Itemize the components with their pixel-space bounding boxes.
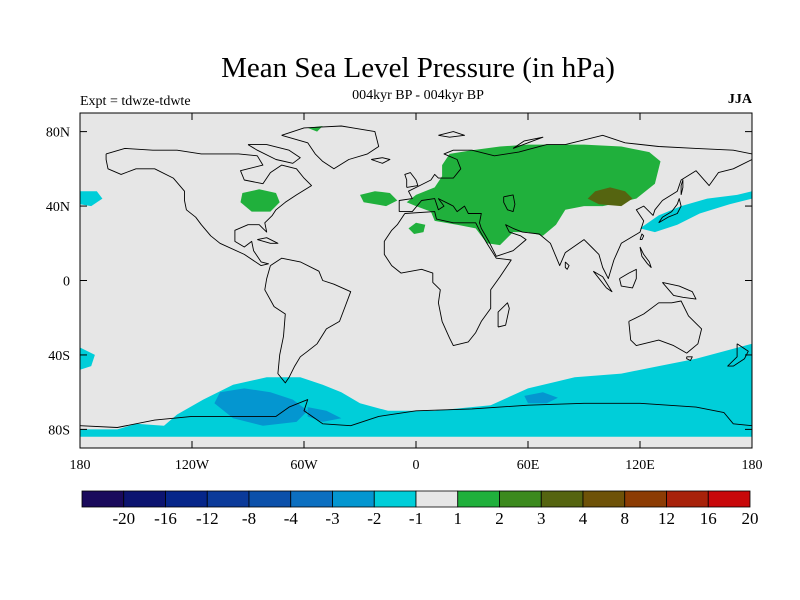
colorbar-box bbox=[206, 490, 250, 508]
coastline-sakhalin bbox=[680, 179, 684, 196]
colorbar-box bbox=[499, 490, 542, 508]
season-label: JJA bbox=[727, 92, 752, 107]
axis-ticks: 180 120W 60W 0 60E 120E 180 80N 40N 0 40S 80S bbox=[46, 113, 763, 473]
region-east-pacific-low bbox=[80, 191, 103, 207]
coastline-cuba bbox=[257, 237, 279, 244]
coastline-tasmania bbox=[686, 356, 693, 361]
colorbar-label: -12 bbox=[196, 509, 219, 528]
colorbar-box bbox=[165, 490, 208, 508]
colorbar-label: -16 bbox=[154, 509, 177, 528]
coastline-south-america bbox=[264, 257, 352, 384]
y-tick-label: 80S bbox=[48, 423, 70, 438]
colorbar-label: 12 bbox=[658, 509, 675, 528]
coastline-iceland bbox=[371, 157, 391, 164]
coastline-caspian-sea bbox=[503, 194, 516, 213]
colorbar-label: 3 bbox=[537, 509, 546, 528]
colorbar-label: 16 bbox=[700, 509, 717, 528]
colorbar-label: -2 bbox=[367, 509, 381, 528]
colorbar-box bbox=[248, 490, 292, 508]
coastline-svalbard bbox=[438, 131, 465, 138]
coastline-north-america bbox=[105, 147, 312, 267]
x-tick-label: 60W bbox=[290, 458, 318, 473]
x-tick-label: 0 bbox=[413, 458, 420, 473]
colorbar-box bbox=[707, 490, 751, 508]
colorbar-label: 4 bbox=[579, 509, 588, 528]
colorbar-box bbox=[332, 490, 375, 508]
colorbar-box bbox=[582, 490, 626, 508]
coastline-novaya-zemlya bbox=[512, 136, 544, 149]
region-atlantic-high bbox=[360, 191, 398, 207]
map-subtitle: 004kyr BP - 004kyr BP bbox=[352, 88, 484, 103]
colorbar: -20 -16 -12 -8 -4 -3 -2 -1 1 2 3 4 8 12 16 20 bbox=[81, 490, 759, 528]
colorbar-box bbox=[290, 490, 333, 508]
coastline-eurasia bbox=[398, 134, 752, 280]
y-tick-label: 80N bbox=[46, 126, 70, 141]
region-kerguelen-low bbox=[524, 392, 558, 404]
x-tick-label: 60E bbox=[517, 458, 540, 473]
x-tick-label: 180 bbox=[742, 458, 763, 473]
colorbar-label: 1 bbox=[454, 509, 463, 528]
colorbar-label: -3 bbox=[325, 509, 339, 528]
coastline-africa bbox=[383, 211, 512, 347]
region-eurasia-high bbox=[406, 144, 661, 246]
colorbar-box bbox=[624, 490, 667, 508]
x-tick-label: 120E bbox=[625, 458, 655, 473]
y-tick-label: 40N bbox=[46, 200, 70, 215]
colorbar-box bbox=[666, 490, 709, 508]
x-tick-label: 180 bbox=[70, 458, 91, 473]
coastline-greenland bbox=[281, 125, 380, 170]
region-north-pacific-low bbox=[640, 191, 752, 233]
region-north-america-high bbox=[240, 189, 280, 212]
coastline-antarctica bbox=[80, 399, 752, 428]
coastline-japan bbox=[658, 198, 682, 224]
coastline-borneo bbox=[619, 268, 637, 289]
y-tick-label: 40S bbox=[48, 349, 70, 364]
colorbar-label: -20 bbox=[112, 509, 135, 528]
colorbar-label: -1 bbox=[409, 509, 423, 528]
pressure-anomaly-regions bbox=[80, 126, 752, 437]
colorbar-box bbox=[415, 490, 459, 508]
coastline-sumatra bbox=[592, 270, 613, 293]
colorbar-label: -4 bbox=[284, 509, 299, 528]
coastline-sri-lanka bbox=[564, 261, 570, 270]
y-tick-label: 0 bbox=[63, 275, 70, 290]
colorbar-box bbox=[373, 490, 417, 508]
colorbar-label: 2 bbox=[495, 509, 504, 528]
map-title: Mean Sea Level Pressure (in hPa) bbox=[221, 52, 615, 84]
colorbar-label: 8 bbox=[621, 509, 630, 528]
colorbar-label: 20 bbox=[742, 509, 759, 528]
region-weddell-low bbox=[307, 407, 342, 422]
colorbar-box bbox=[81, 490, 125, 508]
experiment-label: Expt = tdwze-tdwte bbox=[80, 94, 191, 109]
colorbar-box bbox=[457, 490, 500, 508]
coastline-australia bbox=[628, 300, 703, 354]
coastlines bbox=[80, 125, 752, 428]
coastline-madagascar bbox=[497, 302, 510, 328]
coastline-new-guinea bbox=[662, 281, 697, 300]
colorbar-label: -8 bbox=[242, 509, 256, 528]
region-south-pacific-west-low bbox=[80, 347, 95, 370]
coastline-great-britain bbox=[404, 172, 419, 188]
region-sahara-high bbox=[408, 222, 426, 234]
colorbar-box bbox=[123, 490, 166, 508]
coastline-new-zealand bbox=[727, 343, 749, 367]
region-mongolia-core bbox=[587, 187, 633, 207]
coastline-taiwan bbox=[639, 233, 645, 241]
coastline-philippines bbox=[639, 246, 652, 268]
colorbar-box bbox=[540, 490, 584, 508]
x-tick-label: 120W bbox=[175, 458, 210, 473]
coastline-baffin-island bbox=[247, 144, 301, 164]
